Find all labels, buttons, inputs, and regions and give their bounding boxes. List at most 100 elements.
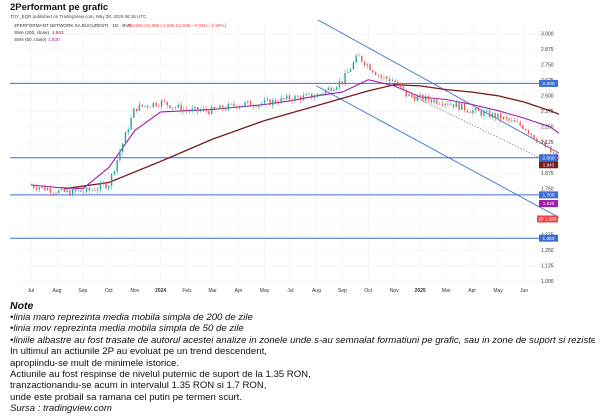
y-tick-label: 1.250 [541, 248, 554, 254]
note-paragraph-line: tranzactionandu-se acum in intervalul 1.… [10, 380, 267, 392]
price-candle-body [355, 55, 357, 63]
price-candle-body [397, 81, 399, 83]
level-badge-label: 1.350 [542, 236, 554, 242]
x-tick-label: Mar [442, 288, 451, 294]
note-paragraph-line: In ultimul an actiunile 2P au evoluat pe… [10, 346, 267, 358]
price-candle-body [158, 106, 160, 107]
price-candle-body [188, 110, 191, 112]
price-candle-body [269, 99, 271, 106]
price-candle-body [194, 107, 196, 109]
price-candle-body [480, 110, 482, 116]
x-tick-label: May [260, 288, 270, 294]
price-candle-body [291, 99, 293, 101]
price-candle-body [511, 120, 513, 121]
price-candle-body [463, 103, 466, 111]
y-tick-label: 2.250 [541, 124, 554, 130]
price-candle-body [258, 104, 260, 108]
price-candle-body [444, 103, 446, 106]
price-candle-body [230, 103, 232, 105]
price-candle-body [483, 111, 485, 116]
price-candle-body [558, 154, 559, 161]
price-candle-body [238, 106, 241, 109]
price-candle-body [305, 94, 307, 96]
price-candle-body [541, 141, 544, 143]
price-candle-body [96, 189, 99, 191]
x-tick-label: Oct [364, 288, 372, 294]
price-candle-body [260, 103, 263, 105]
price-candle-body [324, 90, 327, 94]
price-candle-body [455, 102, 457, 108]
price-candle-body [197, 107, 199, 112]
price-candle-body [475, 108, 477, 111]
x-tick-label: 2025 [415, 288, 426, 294]
price-candle-body [469, 111, 471, 114]
y-tick-label: 2.500 [541, 93, 554, 99]
price-candle-body [169, 105, 171, 109]
price-candle-body [394, 80, 396, 82]
y-tick-label: 1.000 [541, 279, 554, 285]
price-candle-body [149, 107, 152, 108]
price-candle-body [330, 87, 332, 92]
price-candle-body [538, 141, 541, 143]
source-note: Sursa : tradingview.com [10, 403, 112, 415]
price-badge-label: 1.943 [543, 162, 555, 167]
note-bullet: •linia mov reprezinta media mobila simpl… [10, 323, 244, 335]
price-candle-body [500, 113, 502, 120]
price-candle-body [277, 102, 280, 104]
note-bullet: •liniile albastre au fost trasate de aut… [10, 334, 595, 346]
price-candle-body [547, 146, 549, 148]
price-candle-body [249, 101, 252, 106]
price-candle-body [430, 100, 432, 103]
note-bullet: •linia maro reprezinta media mobila simp… [10, 312, 253, 323]
price-candle-body [494, 113, 496, 119]
price-candle-body [99, 183, 102, 190]
price-candle-body [458, 102, 460, 110]
price-candle-body [152, 102, 154, 108]
analysis-notes: Note •linia maro reprezinta media mobila… [10, 300, 595, 415]
note-paragraph-line: unde este probail sa ramana cel putin pe… [10, 391, 242, 403]
price-candle-body [419, 94, 421, 97]
y-tick-label: 2.750 [541, 62, 554, 68]
price-candle-body [49, 188, 52, 193]
price-candle-body [58, 190, 60, 194]
price-candle-body [105, 183, 107, 189]
x-tick-label: 2024 [155, 288, 166, 294]
price-badge-label: 2P 1.505 [538, 217, 557, 222]
x-tick-label: Nov [130, 288, 139, 294]
price-candle-body [497, 113, 499, 119]
price-candle-body [110, 173, 113, 186]
price-candle-body [185, 109, 188, 111]
y-tick-label: 2.875 [541, 47, 554, 53]
price-candle-body [438, 103, 441, 105]
price-candle-body [402, 86, 405, 90]
price-candle-body [35, 187, 38, 190]
price-candle-body [202, 108, 205, 111]
price-candle-body [424, 96, 427, 101]
legend-sma200-value: 1.943 [52, 30, 64, 35]
price-candle-body [208, 111, 210, 114]
chart-legend: 2PERFORMANT NETWORK SA BUCURESTI · 1D · … [14, 23, 227, 42]
x-tick-label: Aug [52, 288, 61, 294]
price-candle-body [536, 138, 538, 143]
price-candle-body [508, 118, 510, 121]
price-candle-body [466, 110, 469, 112]
price-candle-body [369, 64, 371, 71]
price-candle-body [52, 192, 54, 194]
price-candle-body [461, 103, 463, 110]
price-candle-body [313, 97, 316, 99]
price-candle-body [552, 152, 555, 154]
price-candle-body [525, 128, 527, 131]
price-badge [537, 215, 558, 223]
price-candle-body [449, 104, 452, 105]
sma200-line [64, 84, 559, 190]
price-candle-body [522, 125, 524, 129]
price-candle-body [491, 113, 494, 118]
price-candle-body [255, 106, 257, 108]
price-candle-body [441, 104, 444, 106]
y-tick-label: 1.750 [541, 186, 554, 192]
price-candle-body [422, 94, 424, 101]
level-badge-label: 2.600 [542, 81, 554, 87]
price-candle-body [172, 107, 174, 109]
level-badge-label: 2.000 [542, 155, 554, 161]
price-candle-body [411, 94, 413, 97]
